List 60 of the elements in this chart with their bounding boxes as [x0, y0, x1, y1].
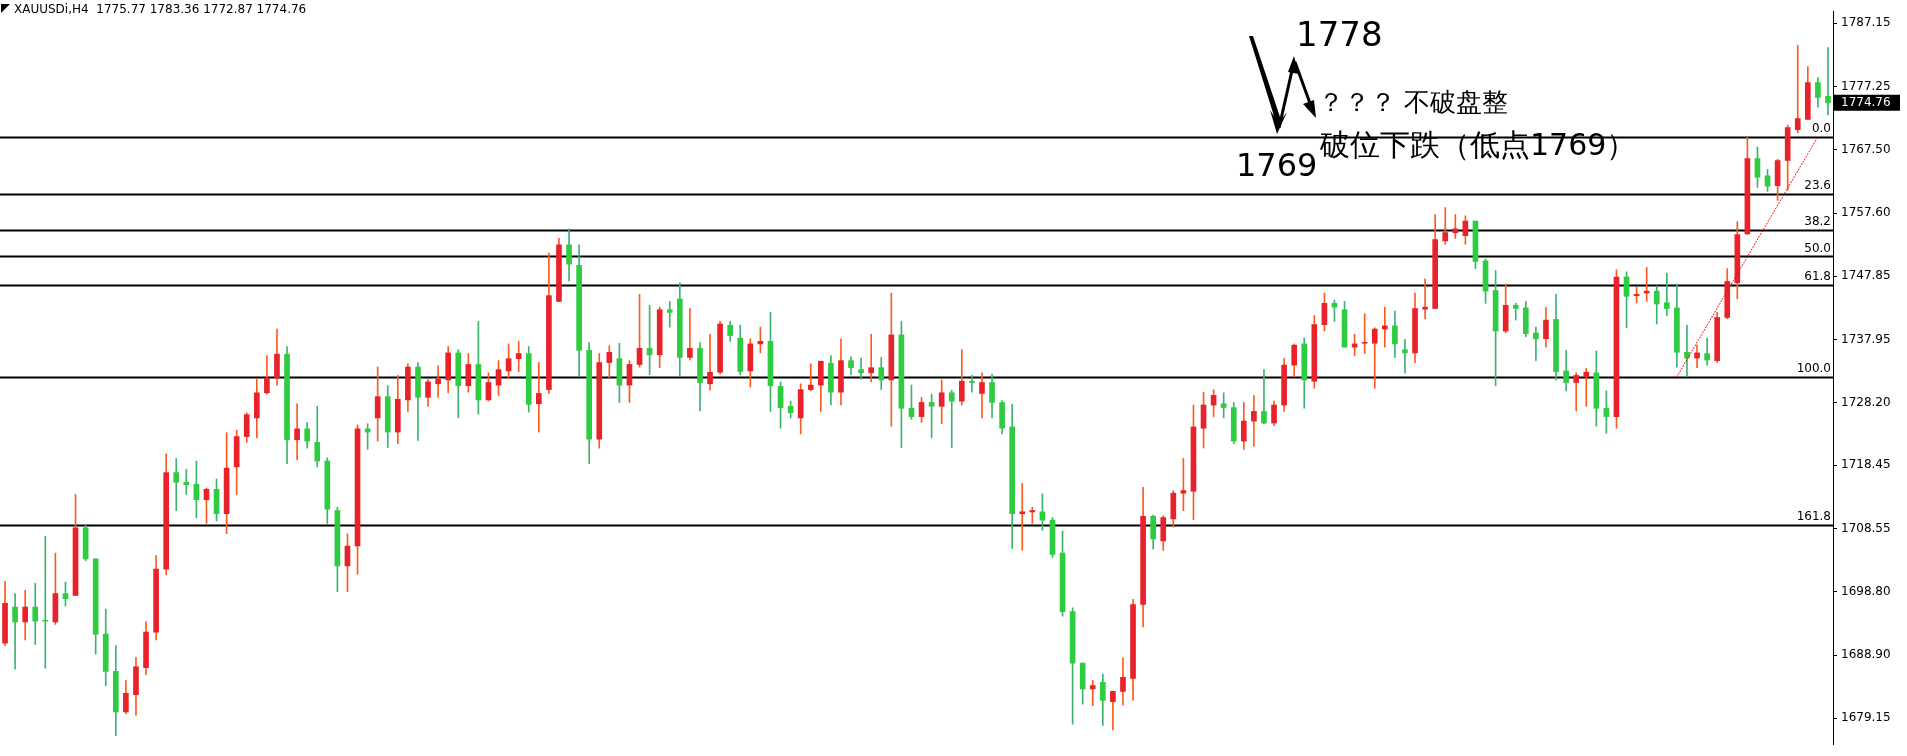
annotation: 161.8	[1796, 508, 1831, 523]
candlestick	[1452, 214, 1459, 239]
candlestick	[868, 333, 875, 383]
candlestick	[435, 365, 441, 398]
annotation: 1778	[1296, 14, 1383, 54]
y-tick-label: 1679.15	[1841, 710, 1891, 725]
candlestick	[32, 582, 39, 645]
y-tick-label: 1688.90	[1841, 647, 1891, 662]
candlestick	[858, 357, 864, 380]
candlestick	[173, 458, 180, 511]
annotation: 61.8	[1804, 268, 1831, 283]
candlestick	[948, 389, 955, 448]
y-tick-label: 1757.60	[1841, 205, 1891, 220]
annotation: 1769	[1236, 146, 1318, 184]
y-tick-label: 1708.55	[1841, 521, 1891, 536]
annotation: 0.0	[1811, 120, 1831, 135]
annotation: 100.0	[1796, 360, 1831, 375]
y-tick-label: 1747.85	[1841, 268, 1891, 283]
candlestick	[294, 403, 300, 461]
candlestick	[42, 535, 49, 669]
y-tick-label: 1718.45	[1841, 457, 1891, 472]
candlestick	[1512, 303, 1519, 321]
candlestick	[969, 375, 975, 393]
y-tick-label: 1767.50	[1841, 141, 1891, 156]
candlestick	[1442, 207, 1449, 245]
candlestick	[1261, 369, 1267, 425]
candlestick	[1573, 372, 1580, 412]
candlestick	[1029, 507, 1036, 524]
candlestick	[183, 469, 190, 495]
candlestick	[1251, 395, 1257, 447]
candlestick	[1663, 272, 1670, 316]
candlestick	[1402, 339, 1408, 374]
y-tick-label: 1777.25	[1841, 78, 1891, 93]
annotation: 23.6	[1804, 178, 1831, 193]
candlestick	[666, 301, 673, 328]
candlestick	[1371, 327, 1378, 389]
annotation: ？？？ 不破盘整	[1318, 87, 1509, 117]
candlestick	[1694, 344, 1700, 369]
candlestick	[687, 308, 693, 361]
candlestick	[1825, 47, 1831, 116]
candlestick	[1361, 313, 1368, 354]
y-tick-label: 1698.80	[1841, 583, 1891, 598]
y-tick-label: 1728.20	[1841, 394, 1891, 409]
candlestick	[1089, 680, 1096, 706]
y-tick-label: 1787.15	[1841, 15, 1891, 30]
candlestick	[12, 593, 18, 670]
candlestick	[1794, 44, 1801, 134]
candlestick	[707, 333, 713, 391]
y-tick-label: 1737.95	[1841, 331, 1891, 346]
candlestick	[535, 362, 542, 433]
candlestick	[807, 363, 814, 392]
candlestick	[515, 340, 522, 372]
annotation: 38.2	[1804, 214, 1831, 229]
candlestick	[1533, 326, 1539, 361]
annotation: 50.0	[1804, 240, 1831, 255]
annotation: 破位下跌（低点1769）	[1320, 127, 1637, 162]
candlestick	[1220, 392, 1227, 419]
chart-title: XAUUSDi,H4 1775.77 1783.36 1772.87 1774.76	[14, 2, 307, 16]
y-tick-label: 1774.76	[1841, 94, 1891, 109]
candlestick	[1583, 368, 1590, 407]
